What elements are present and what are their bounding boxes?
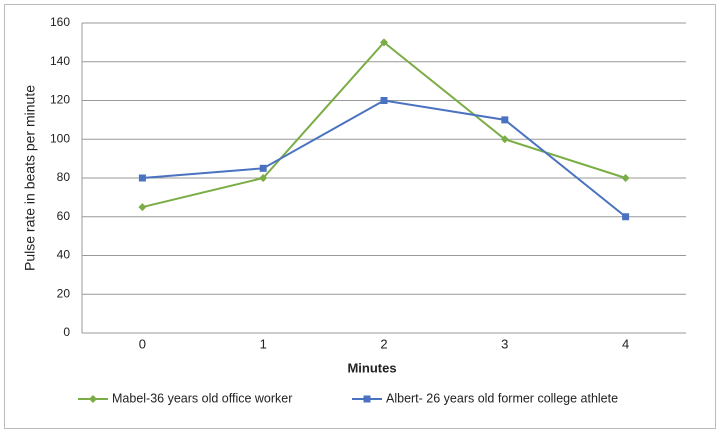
marker [138,203,147,212]
x-axis-label: Minutes [347,360,396,375]
y-tick-label: 60 [57,209,71,223]
y-tick-label: 160 [50,15,70,29]
marker [380,97,388,104]
marker [621,174,630,182]
marker [259,174,268,182]
x-tick-label: 1 [260,336,267,351]
marker [500,135,509,144]
legend-marker [363,395,371,403]
y-tick-label: 80 [57,170,71,184]
y-tick-label: 0 [63,325,70,339]
y-tick-label: 120 [50,93,70,107]
marker [259,164,267,172]
marker [138,174,146,182]
y-axis-label: Pulse rate in beats per minute [22,85,38,271]
marker [501,116,509,124]
x-tick-label: 0 [139,336,146,351]
x-tick-label: 2 [380,336,387,351]
x-tick-label: 3 [501,336,508,351]
y-tick-label: 100 [50,131,70,145]
x-tick-label: 4 [622,336,629,351]
legend-marker [89,395,97,403]
y-tick-label: 20 [57,286,71,300]
y-tick-label: 140 [50,54,70,68]
marker [380,38,388,47]
y-tick-label: 40 [57,248,71,262]
marker [622,213,630,221]
legend-label: Albert- 26 years old former college athl… [386,391,618,405]
legend-label: Mabel-36 years old office worker [112,391,292,405]
